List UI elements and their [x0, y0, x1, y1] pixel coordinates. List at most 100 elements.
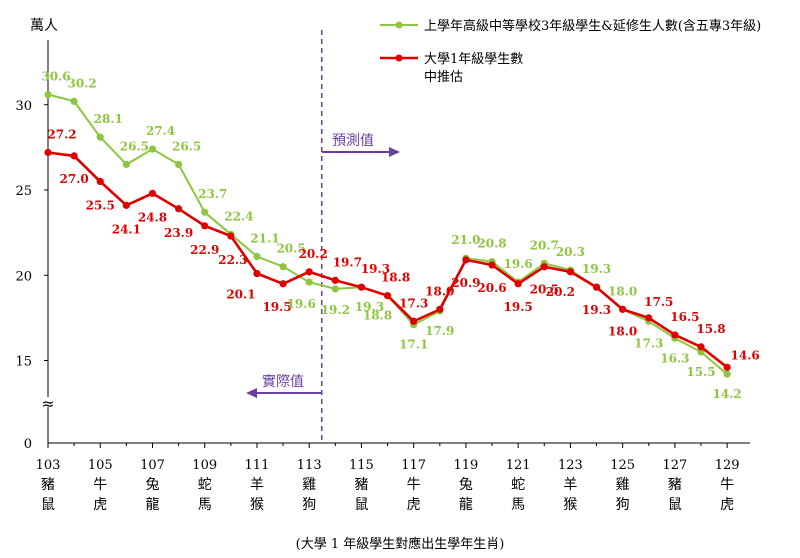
- x-tick-label: 103: [36, 458, 61, 473]
- annotations: 預測值 實際值: [246, 133, 400, 398]
- zodiac-label-bottom: 鼠: [354, 497, 368, 513]
- marker-red: [410, 317, 418, 325]
- marker-green: [122, 160, 130, 169]
- y-axis-title: 萬人: [30, 18, 58, 34]
- legend-marker-red: [395, 54, 403, 62]
- data-label-green: 19.2: [321, 303, 350, 317]
- marker-red: [723, 363, 731, 371]
- forecast-arrow-head: [389, 147, 400, 157]
- y-tick-label: 30: [15, 99, 32, 114]
- marker-green: [201, 208, 209, 216]
- zodiac-label-top: 牛: [720, 477, 734, 493]
- axes: ≈: [41, 40, 750, 444]
- marker-red: [70, 152, 78, 160]
- data-label-red: 18.0: [608, 324, 637, 338]
- axis-break-symbol: ≈: [41, 394, 54, 413]
- marker-red: [175, 205, 183, 213]
- legend: 上學年高級中等學校3年級學生&延修生人數(含五專3年級) 大學1年級學生數 中推…: [380, 18, 761, 85]
- y-tick-label: 25: [15, 184, 32, 199]
- data-label-green: 26.5: [120, 139, 149, 153]
- data-label-red: 19.3: [361, 262, 390, 276]
- series-lines: [44, 90, 731, 378]
- zodiac-label-top: 豬: [354, 477, 368, 493]
- marker-red: [383, 292, 392, 300]
- y-tick-labels: 0 15 20 25 30: [15, 99, 48, 452]
- marker-green: [70, 97, 78, 105]
- legend-label-red-line1: 大學1年級學生數: [424, 52, 523, 67]
- data-label-red: 18.8: [381, 271, 410, 285]
- data-labels: 30.6 27.2 30.2 27.0 28.1 25.5 26.5 24.1 27.4 24.8…: [41, 70, 759, 402]
- marker-red: [357, 283, 366, 291]
- marker-red: [96, 177, 104, 186]
- actual-label: 實際值: [262, 373, 304, 390]
- marker-red: [592, 283, 601, 291]
- data-label-green: 18.0: [608, 284, 637, 298]
- zodiac-label-bottom: 狗: [616, 497, 630, 513]
- data-label-red: 24.1: [112, 222, 141, 236]
- x-tick-label: 121: [506, 458, 531, 473]
- data-label-green: 19.6: [287, 297, 316, 311]
- data-label-green: 26.5: [172, 139, 201, 153]
- data-label-red: 20.5: [530, 283, 559, 297]
- data-label-red: 23.9: [164, 226, 193, 240]
- data-label-green: 20.7: [530, 238, 559, 252]
- marker-green: [331, 285, 339, 293]
- marker-green: [96, 133, 104, 141]
- data-label-red: 25.5: [86, 198, 115, 212]
- x-tick-label: 109: [192, 458, 217, 473]
- zodiac-label-top: 羊: [250, 477, 264, 493]
- data-label-red: 14.6: [731, 348, 760, 362]
- x-tick-label: 115: [349, 458, 374, 473]
- data-label-green: 17.1: [399, 338, 428, 352]
- zodiac-label-bottom: 虎: [407, 497, 421, 513]
- zodiac-label-bottom: 狗: [302, 497, 316, 513]
- data-label-green: 21.0: [451, 233, 480, 247]
- marker-red: [436, 305, 444, 313]
- legend-marker-green: [395, 21, 403, 29]
- x-tick-label: 107: [140, 458, 165, 473]
- data-label-red: 20.2: [299, 247, 328, 261]
- y-tick-label: 0: [24, 437, 32, 452]
- zodiac-label-bottom: 虎: [720, 497, 734, 513]
- data-label-red: 27.0: [60, 172, 89, 186]
- marker-red: [331, 276, 339, 284]
- zodiac-label-top: 蛇: [198, 477, 212, 493]
- marker-green: [697, 348, 705, 356]
- marker-red: [566, 268, 575, 276]
- x-tick-label: 123: [558, 458, 583, 473]
- zodiac-label-bottom: 馬: [198, 497, 212, 513]
- data-label-red: 27.2: [47, 127, 76, 141]
- data-label-red: 17.3: [399, 296, 428, 310]
- data-label-green: 17.3: [634, 336, 663, 350]
- legend-label-green: 上學年高級中等學校3年級學生&延修生人數(含五專3年級): [424, 18, 761, 34]
- data-label-red: 16.5: [670, 310, 699, 324]
- data-label-red: 19.7: [333, 255, 362, 269]
- data-label-green: 30.2: [68, 76, 97, 90]
- axis-break-gap: [42, 397, 54, 407]
- zodiac-label-top: 豬: [668, 477, 682, 493]
- zodiac-label-bottom: 鼠: [41, 497, 55, 513]
- data-label-green: 20.3: [556, 245, 585, 259]
- marker-red: [305, 268, 313, 276]
- marker-green: [148, 145, 157, 153]
- marker-red: [619, 305, 627, 313]
- x-tick-label: 127: [662, 458, 687, 473]
- data-label-red: 19.5: [262, 300, 291, 314]
- forecast-label: 預測值: [332, 133, 374, 149]
- marker-red: [514, 280, 522, 288]
- marker-red: [279, 280, 287, 288]
- zodiac-label-top: 羊: [563, 477, 577, 493]
- x-tick-label: 129: [715, 458, 740, 473]
- data-label-green: 16.3: [660, 351, 689, 365]
- marker-red: [201, 222, 209, 230]
- zodiac-label-top: 牛: [93, 477, 107, 493]
- x-tick-label: 113: [297, 458, 322, 473]
- data-label-red: 19.3: [582, 303, 611, 317]
- zodiac-label-bottom: 龍: [459, 496, 473, 513]
- zodiac-label-bottom: 猴: [563, 497, 577, 513]
- data-label-red: 20.9: [451, 276, 480, 290]
- data-label-green: 20.8: [477, 237, 506, 251]
- marker-red: [122, 201, 130, 209]
- marker-red: [148, 189, 157, 198]
